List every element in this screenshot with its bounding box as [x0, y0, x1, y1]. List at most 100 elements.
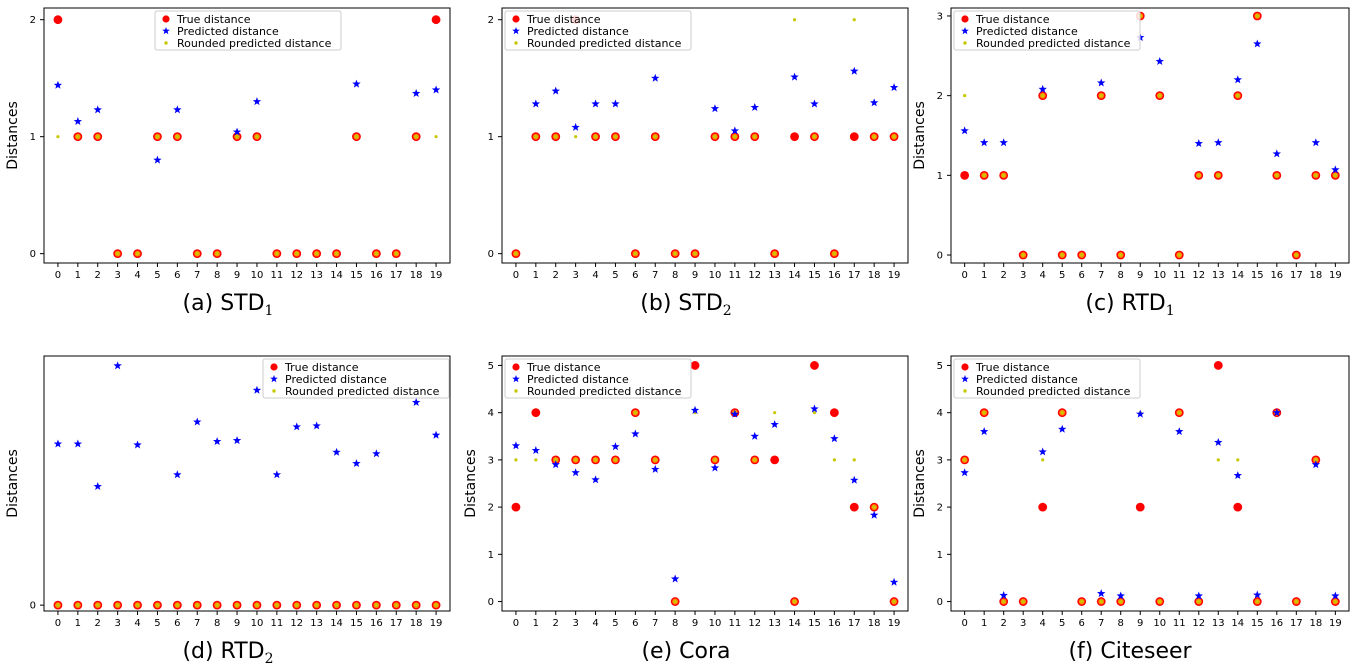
y-tick-label: 0 — [30, 249, 36, 260]
rounded-predicted-point — [963, 94, 967, 98]
x-tick-label: 14 — [788, 270, 801, 281]
subplot-caption-subscript: 1 — [265, 303, 274, 319]
predicted-distance-point — [979, 427, 989, 436]
rounded-predicted-point — [175, 135, 179, 139]
y-axis-label: Distances — [912, 449, 928, 518]
rounded-predicted-point — [1080, 253, 1084, 257]
rounded-predicted-point — [1333, 173, 1337, 177]
legend-true-marker — [270, 363, 278, 371]
predicted-distance-point — [1116, 591, 1125, 600]
legend-true-marker — [162, 15, 170, 23]
predicted-distance-point — [1272, 408, 1281, 417]
x-tick-label: 1 — [981, 270, 987, 281]
rounded-predicted-point — [195, 603, 199, 607]
rounded-predicted-point — [1060, 253, 1064, 257]
x-tick-label: 13 — [1212, 270, 1225, 281]
legend-label: True distance — [526, 361, 601, 374]
x-tick-label: 18 — [410, 618, 423, 629]
y-tick-label: 2 — [937, 91, 943, 102]
x-tick-label: 14 — [330, 270, 343, 281]
rounded-predicted-point — [653, 135, 657, 139]
x-tick-label: 15 — [808, 270, 821, 281]
predicted-distance-point — [710, 463, 720, 472]
rounded-predicted-point — [713, 135, 717, 139]
rounded-predicted-point — [963, 458, 967, 462]
rounded-predicted-point — [1177, 411, 1181, 415]
x-tick-label: 7 — [652, 618, 658, 629]
x-tick-label: 0 — [55, 618, 61, 629]
rounded-predicted-point — [275, 252, 279, 256]
predicted-distance-point — [153, 155, 162, 164]
predicted-distance-point — [212, 437, 222, 446]
predicted-distance-point — [332, 447, 341, 456]
x-tick-label: 13 — [310, 618, 323, 629]
plot-frame — [43, 355, 451, 612]
legend-label: Predicted distance — [976, 373, 1078, 386]
legend-round-marker — [272, 389, 276, 393]
predicted-distance-point — [272, 470, 282, 479]
predicted-distance-point — [750, 103, 759, 111]
predicted-distance-point — [53, 439, 63, 448]
subplot-caption: (d) RTD2 — [182, 639, 273, 664]
x-tick-label: 6 — [1079, 618, 1085, 629]
x-tick-label: 12 — [748, 270, 761, 281]
x-tick-label: 18 — [1309, 618, 1322, 629]
predicted-distance-point — [730, 409, 740, 418]
predicted-distance-point — [1175, 427, 1184, 436]
x-tick-label: 0 — [513, 618, 519, 629]
rounded-predicted-point — [1177, 253, 1181, 257]
predicted-distance-point — [1253, 590, 1262, 599]
x-tick-label: 11 — [1173, 618, 1186, 629]
x-tick-label: 11 — [1173, 270, 1186, 281]
rounded-predicted-point — [235, 603, 239, 607]
x-tick-label: 1 — [533, 270, 539, 281]
predicted-distance-point — [710, 104, 720, 113]
rounded-predicted-point — [832, 458, 836, 462]
subplot-caption-main: (f) Citeseer — [1068, 639, 1192, 664]
legend-box — [953, 10, 1141, 51]
rounded-predicted-point — [354, 135, 359, 139]
predicted-distance-point — [979, 138, 989, 147]
predicted-distance-point — [631, 429, 640, 438]
x-tick-label: 4 — [592, 270, 598, 281]
x-tick-label: 17 — [1290, 618, 1303, 629]
rounded-predicted-point — [554, 458, 558, 462]
predicted-distance-point — [232, 127, 242, 136]
x-tick-label: 9 — [692, 270, 698, 281]
predicted-distance-point — [889, 83, 899, 92]
predicted-distance-point — [850, 66, 859, 75]
rounded-predicted-point — [215, 252, 219, 256]
x-tick-label: 1 — [981, 618, 987, 629]
rounded-predicted-point — [1002, 173, 1006, 177]
x-tick-label: 3 — [1020, 618, 1026, 629]
legend-label: Rounded predicted distance — [285, 385, 440, 398]
predicted-distance-point — [810, 404, 819, 413]
x-tick-label: 8 — [1118, 270, 1124, 281]
plot-frame — [43, 7, 451, 264]
x-tick-label: 3 — [572, 618, 578, 629]
rounded-predicted-point — [1119, 599, 1123, 604]
x-tick-label: 2 — [1000, 618, 1006, 629]
x-tick-label: 10 — [1153, 618, 1166, 629]
true-distance-point — [511, 502, 521, 512]
rounded-predicted-point — [1275, 173, 1279, 177]
rounded-predicted-point — [753, 458, 757, 462]
rounded-predicted-point — [514, 252, 518, 256]
true-distance-point — [1233, 502, 1243, 512]
rounded-predicted-point — [673, 252, 677, 256]
predicted-distance-point — [670, 574, 680, 583]
x-tick-label: 14 — [1231, 618, 1244, 629]
predicted-distance-point — [960, 468, 969, 477]
plot-frame — [501, 7, 909, 264]
x-tick-label: 15 — [1251, 270, 1264, 281]
legend-label: Rounded predicted distance — [976, 37, 1131, 50]
rounded-predicted-point — [414, 603, 418, 607]
predicted-distance-point — [999, 591, 1008, 599]
x-tick-label: 10 — [1153, 270, 1166, 281]
chart-5: 0 1 2 3 4 5 6 7 8 9 10 11 12 13 14 15 16 17 18 19012345Dist… — [463, 355, 909, 664]
subplot-caption-main: (b) STD — [640, 291, 722, 316]
true-distance-point — [770, 455, 780, 465]
predicted-distance-point — [1097, 78, 1106, 87]
